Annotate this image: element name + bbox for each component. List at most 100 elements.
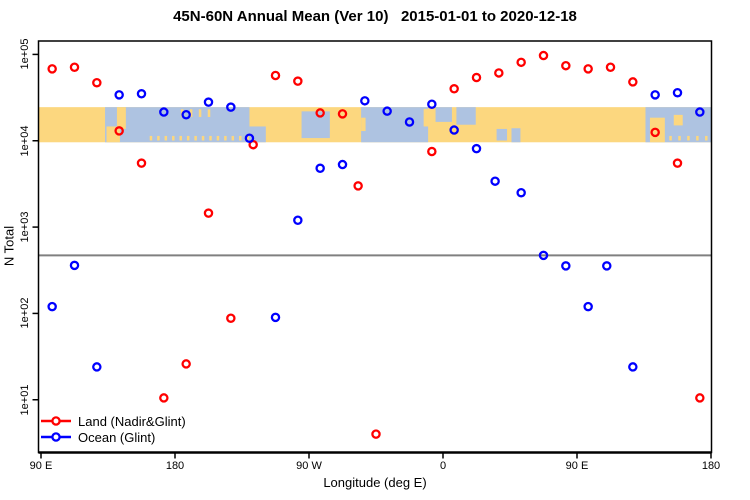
y-axis-title-text: N Total bbox=[1, 225, 17, 267]
data-point-land bbox=[353, 181, 363, 191]
map-island-speckle bbox=[216, 135, 220, 141]
y-tick-label: 1e+05 bbox=[19, 38, 31, 70]
data-point-land bbox=[471, 72, 482, 83]
map-island-speckle bbox=[231, 135, 235, 141]
map-island-speckle bbox=[198, 109, 202, 117]
map-land-region bbox=[361, 117, 366, 132]
data-point-ocean bbox=[181, 110, 191, 120]
data-point-land bbox=[293, 76, 303, 86]
map-island-speckle bbox=[687, 135, 690, 141]
data-point-ocean bbox=[427, 99, 437, 109]
data-point-ocean bbox=[516, 187, 526, 198]
y-tick-label: 1e+03 bbox=[19, 211, 31, 243]
data-point-ocean bbox=[69, 260, 80, 271]
data-point-land bbox=[114, 126, 124, 136]
x-tick-label: 90 E bbox=[29, 460, 53, 472]
map-ocean-region bbox=[435, 107, 452, 122]
data-point-land bbox=[650, 127, 660, 138]
map-land-region bbox=[423, 108, 435, 127]
data-point-land bbox=[449, 84, 459, 94]
map-island-speckle bbox=[678, 135, 681, 141]
x-tick-label: 180 bbox=[165, 460, 185, 472]
data-point-ocean bbox=[337, 159, 348, 170]
data-point-ocean bbox=[226, 102, 236, 112]
data-point-land bbox=[695, 393, 705, 403]
x-tick-label: 0 bbox=[439, 460, 447, 472]
data-point-land bbox=[181, 359, 191, 369]
map-island-speckle bbox=[239, 135, 242, 141]
map-island-speckle bbox=[201, 135, 205, 141]
data-point-land bbox=[371, 429, 381, 439]
map-land-region bbox=[673, 114, 683, 126]
map-ocean-region bbox=[496, 128, 508, 141]
data-point-ocean bbox=[136, 89, 147, 99]
data-point-land bbox=[69, 62, 80, 73]
data-point-ocean bbox=[270, 312, 281, 323]
data-point-land bbox=[92, 77, 102, 88]
map-ocean-region bbox=[361, 107, 429, 143]
y-tick-label: 1e+01 bbox=[19, 384, 31, 416]
map-land-region bbox=[116, 107, 126, 129]
data-point-ocean bbox=[315, 163, 325, 174]
data-point-land bbox=[47, 64, 57, 74]
data-point-land bbox=[337, 109, 348, 119]
x-axis-title: Longitude (deg E) bbox=[323, 475, 427, 490]
data-point-ocean bbox=[293, 215, 303, 226]
data-point-ocean bbox=[47, 301, 57, 312]
map-island-speckle bbox=[194, 135, 197, 141]
map-ocean-region bbox=[301, 111, 330, 139]
x-tick-label: 90 W bbox=[296, 460, 322, 472]
map-island-speckle bbox=[186, 135, 190, 141]
data-point-ocean bbox=[471, 143, 482, 154]
data-point-ocean bbox=[92, 362, 102, 372]
legend-item-ocean: Ocean (Glint) bbox=[41, 429, 186, 445]
legend-label: Ocean (Glint) bbox=[78, 429, 156, 445]
data-point-ocean bbox=[203, 97, 214, 107]
data-point-ocean bbox=[602, 261, 612, 271]
data-point-land bbox=[605, 62, 616, 73]
data-point-ocean bbox=[583, 301, 593, 312]
data-point-land bbox=[136, 158, 147, 168]
data-point-ocean bbox=[538, 250, 549, 261]
data-point-land bbox=[270, 70, 281, 81]
data-point-land bbox=[203, 208, 214, 218]
map-island-speckle bbox=[189, 109, 193, 117]
map-island-speckle bbox=[705, 135, 708, 141]
map-island-speckle bbox=[224, 135, 227, 141]
map-island-speckle bbox=[696, 135, 699, 141]
data-point-ocean bbox=[449, 125, 459, 135]
legend: Land (Nadir&Glint) Ocean (Glint) bbox=[41, 413, 186, 445]
data-point-land bbox=[672, 158, 683, 168]
legend-label: Land (Nadir&Glint) bbox=[78, 413, 186, 429]
map-island-speckle bbox=[172, 135, 175, 141]
map-island-speckle bbox=[209, 135, 212, 141]
map-island-speckle bbox=[246, 135, 249, 141]
map-island-speckle bbox=[157, 135, 160, 141]
map-island-speckle bbox=[207, 109, 211, 117]
data-point-ocean bbox=[159, 107, 169, 117]
data-point-land bbox=[516, 57, 526, 68]
data-point-land bbox=[583, 64, 593, 74]
data-point-ocean bbox=[382, 106, 392, 116]
data-point-land bbox=[538, 50, 549, 61]
data-point-ocean bbox=[360, 96, 370, 106]
map-island-speckle bbox=[669, 135, 672, 141]
map-ocean-region bbox=[456, 107, 476, 125]
data-point-ocean bbox=[672, 87, 683, 98]
data-point-ocean bbox=[490, 176, 500, 186]
data-point-land bbox=[628, 77, 638, 87]
data-point-land bbox=[226, 313, 236, 323]
map-island-speckle bbox=[179, 135, 182, 141]
map-island-speckle bbox=[164, 135, 168, 141]
map-ocean-region bbox=[105, 107, 250, 143]
chart-title: 45N-60N Annual Mean (Ver 10) 2015-01-01 … bbox=[173, 8, 577, 25]
ocean-marker-icon bbox=[41, 432, 71, 442]
map-ocean-region bbox=[511, 128, 521, 143]
data-point-ocean bbox=[244, 133, 255, 143]
data-point-ocean bbox=[650, 90, 660, 100]
map-island-speckle bbox=[149, 135, 153, 141]
x-tick-label: 90 E bbox=[565, 460, 589, 472]
y-tick-label: 1e+04 bbox=[19, 125, 31, 157]
